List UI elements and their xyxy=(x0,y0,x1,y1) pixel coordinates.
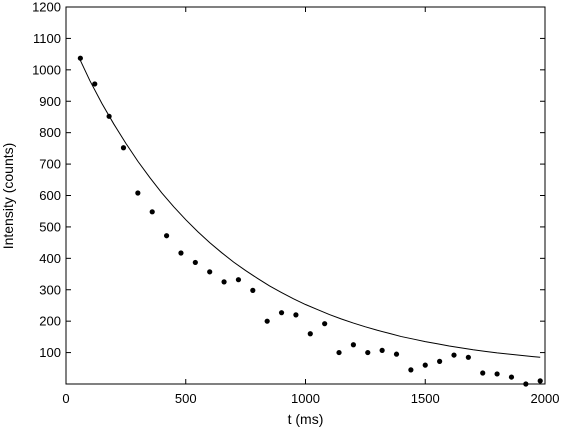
y-tick-label: 1200 xyxy=(32,0,61,15)
data-point xyxy=(221,279,227,285)
data-point xyxy=(379,347,385,353)
data-point xyxy=(408,367,414,373)
data-point xyxy=(192,259,198,266)
y-tick-label: 300 xyxy=(39,282,61,297)
y-tick-label: 100 xyxy=(39,345,61,360)
data-point xyxy=(322,321,328,327)
data-point xyxy=(278,310,285,316)
data-point xyxy=(494,371,500,377)
x-tick-label: 1000 xyxy=(291,391,320,406)
data-point xyxy=(537,378,543,384)
y-tick-label: 800 xyxy=(39,125,61,140)
y-tick-label: 700 xyxy=(39,157,61,172)
data-point xyxy=(422,362,428,368)
data-point xyxy=(350,342,356,348)
data-point xyxy=(163,233,170,239)
data-point xyxy=(178,250,184,256)
data-point xyxy=(92,81,98,87)
y-tick-label: 200 xyxy=(39,314,61,329)
x-tick-label: 1500 xyxy=(411,391,440,406)
data-point xyxy=(149,209,155,215)
data-point xyxy=(508,374,515,380)
data-point xyxy=(264,318,270,324)
axis-ticks: 0 500 1000 1500 2000 100 200 300 400 500 600 700 800… xyxy=(32,0,559,406)
y-tick-label: 900 xyxy=(39,94,61,109)
data-point xyxy=(307,331,313,337)
data-point xyxy=(207,269,213,275)
plot-frame xyxy=(65,6,546,385)
data-point xyxy=(451,352,457,358)
data-point xyxy=(336,349,342,356)
y-tick-label: 1000 xyxy=(32,62,61,77)
data-point xyxy=(293,312,299,318)
x-tick-label: 500 xyxy=(175,391,197,406)
data-point xyxy=(480,370,486,376)
data-point xyxy=(235,277,242,283)
data-point xyxy=(365,349,371,356)
data-point xyxy=(465,354,471,360)
data-points xyxy=(77,55,543,387)
data-point xyxy=(250,287,256,293)
y-tick-label: 600 xyxy=(39,188,61,203)
data-point xyxy=(77,55,83,61)
data-point xyxy=(437,358,443,364)
y-tick-label: 500 xyxy=(39,219,61,234)
data-point xyxy=(135,190,141,196)
y-axis-label: Intensity (counts) xyxy=(0,143,16,250)
x-tick-label: 0 xyxy=(62,391,69,406)
y-tick-label: 1100 xyxy=(33,31,61,46)
data-point xyxy=(120,145,127,151)
x-tick-label: 2000 xyxy=(531,391,560,406)
x-axis-label: t (ms) xyxy=(288,411,324,427)
y-tick-label: 400 xyxy=(39,251,61,266)
data-point xyxy=(393,351,400,357)
fit-curve xyxy=(79,60,541,358)
